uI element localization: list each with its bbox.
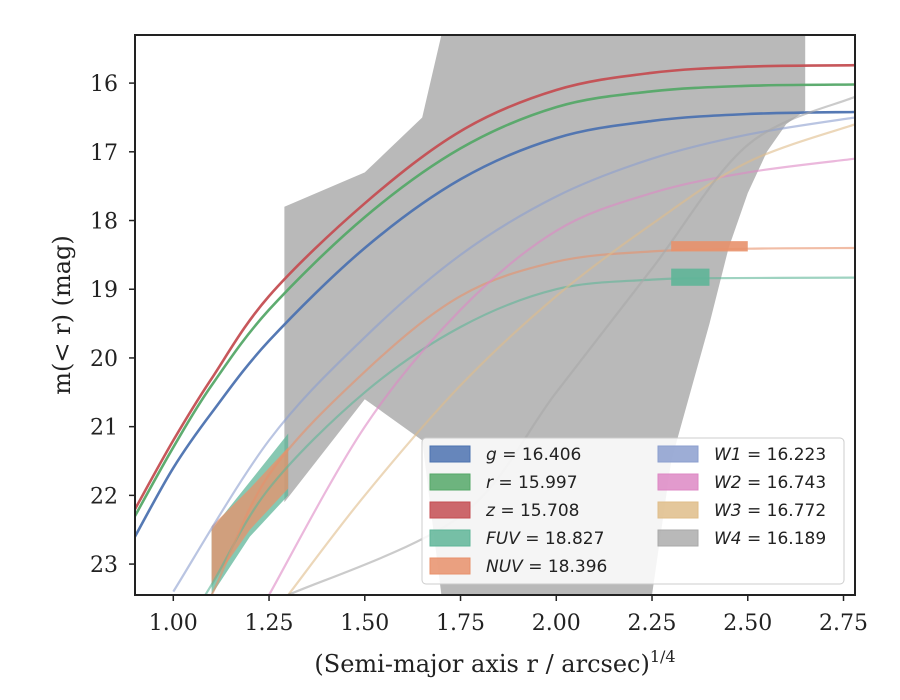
x-tick-label: 2.00 <box>532 611 581 636</box>
legend-total-value: = 16.743 <box>742 473 827 493</box>
x-tick-label: 2.75 <box>819 611 868 636</box>
x-tick-label: 1.50 <box>340 611 389 636</box>
legend-box <box>421 437 845 585</box>
x-tick-label: 2.25 <box>628 611 677 636</box>
legend-label-W2: W2 = 16.743 <box>714 473 826 493</box>
legend-total-value: = 15.997 <box>493 473 578 493</box>
x-tick-label: 1.75 <box>436 611 485 636</box>
legend-swatch-W4 <box>657 529 699 547</box>
y-tick-label: 19 <box>90 278 118 303</box>
x-axis-title-superscript: 1/4 <box>650 647 676 666</box>
x-axis-title: (Semi-major axis r / arcsec)1/4 <box>314 647 675 678</box>
series-line-g <box>135 110 855 538</box>
legend-band-name: NUV <box>486 557 524 577</box>
legend-band-name: z <box>485 501 496 521</box>
y-tick-label: 20 <box>90 347 118 372</box>
legend-total-value: = 15.708 <box>495 501 580 521</box>
legend-swatch-r <box>429 473 471 491</box>
total-marker-NUV <box>671 241 748 252</box>
legend-total-value: = 18.396 <box>523 557 608 577</box>
series-line-z <box>135 63 855 510</box>
legend-total-value: = 18.827 <box>520 529 605 549</box>
legend-band-name: W3 <box>714 501 742 521</box>
x-tick-label: 2.50 <box>723 611 772 636</box>
x-tick-label: 1.25 <box>245 611 294 636</box>
legend-swatch-W1 <box>657 445 699 463</box>
legend-swatch-FUV <box>429 529 471 547</box>
x-tick-label: 1.00 <box>149 611 198 636</box>
legend-label-W3: W3 = 16.772 <box>714 501 826 521</box>
series-line-W3 <box>287 123 855 595</box>
legend-band-name: FUV <box>486 529 521 549</box>
plot-frame <box>134 34 856 596</box>
legend-band-name: W2 <box>714 473 742 493</box>
band-W4 <box>284 35 806 595</box>
legend-swatch-z <box>429 501 471 519</box>
legend-total-value: = 16.772 <box>742 501 827 521</box>
y-tick-label: 18 <box>90 210 118 235</box>
legend-swatch-W2 <box>657 473 699 491</box>
legend-swatch-NUV <box>429 557 471 575</box>
legend-swatch-W3 <box>657 501 699 519</box>
legend-band-name: r <box>486 473 494 493</box>
y-tick-label: 16 <box>90 72 118 97</box>
legend-band-name: W1 <box>714 445 742 465</box>
legend-label-FUV: FUV = 18.827 <box>486 529 604 549</box>
total-marker-FUV <box>671 268 710 286</box>
legend-total-value: = 16.223 <box>742 445 827 465</box>
series-line-W1 <box>172 116 855 593</box>
x-axis-title-main: (Semi-major axis r / arcsec) <box>314 650 649 678</box>
legend-band-name: g <box>486 445 497 465</box>
legend-band-name: W4 <box>714 529 742 549</box>
legend-total-value: = 16.406 <box>497 445 582 465</box>
y-tick-label: 23 <box>90 553 118 578</box>
y-tick-label: 21 <box>90 416 118 441</box>
y-tick-label: 17 <box>90 141 118 166</box>
legend-label-W1: W1 = 16.223 <box>714 445 826 465</box>
y-axis-title: m(< r) (mag) <box>48 235 76 394</box>
legend-label-r: r = 15.997 <box>486 473 578 493</box>
series-line-r <box>135 83 855 517</box>
legend-swatch-g <box>429 445 471 463</box>
legend-label-z: z = 15.708 <box>485 501 579 521</box>
legend-label-NUV: NUV = 18.396 <box>486 557 607 577</box>
y-tick-label: 22 <box>90 484 118 509</box>
legend-label-g: g = 16.406 <box>486 445 581 465</box>
legend-label-W4: W4 = 16.189 <box>714 529 826 549</box>
series-line-W2 <box>268 157 855 595</box>
legend-total-value: = 16.189 <box>742 529 827 549</box>
